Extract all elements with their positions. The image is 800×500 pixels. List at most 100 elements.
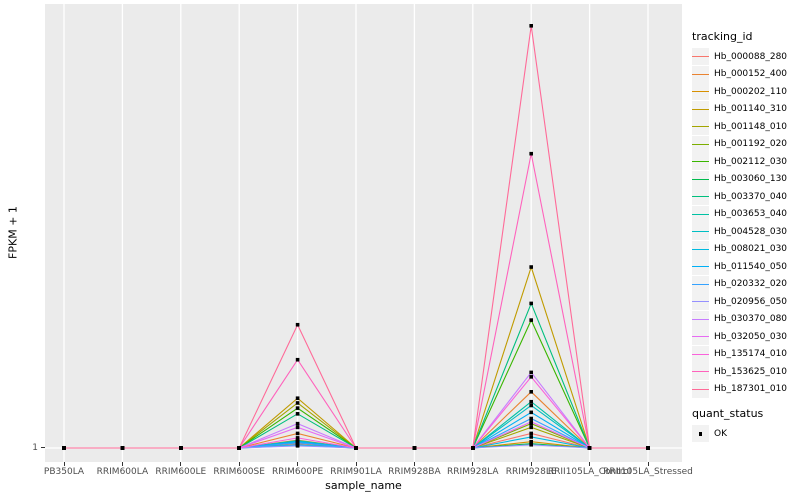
data-point [237,446,241,450]
legend-item-label: Hb_001192_020 [714,139,788,150]
data-point [529,370,533,375]
legend-key-line [692,353,709,355]
legend-item-Hb_003060_130: Hb_003060_130 [692,170,798,189]
legend-item-label: Hb_011540_050 [714,261,788,272]
data-point [529,23,533,28]
legend-key-swatch [692,240,709,258]
legend-item-label: Hb_030370_080 [714,314,788,325]
legend-item-label: Hb_000088_280 [714,51,788,62]
legend: tracking_id Hb_000088_280 Hb_000152_400 Hb… [692,30,798,443]
legend-item-label: Hb_020332_020 [714,279,788,290]
legend-item-label: OK [714,428,727,439]
legend-key-line [692,178,709,180]
legend-key-line [692,388,709,390]
black-square-point-icon [698,431,703,436]
legend-key-swatch [692,328,709,346]
x-tick-mark [472,462,474,466]
legend-key-swatch [692,65,709,83]
legend-item-label: Hb_001140_310 [714,104,788,115]
x-tick-label-RRIM600SE: RRIM600SE [213,467,265,477]
data-point [529,390,533,394]
x-tick-mark [180,462,182,466]
legend-key-swatch [692,170,709,188]
legend-item-Hb_008021_030: Hb_008021_030 [692,240,798,259]
legend-key-swatch [692,310,709,328]
legend-key-swatch [692,425,709,443]
data-point [529,318,533,322]
legend-item-label: Hb_003370_040 [714,191,788,202]
legend-item-Hb_011540_050: Hb_011540_050 [692,258,798,276]
data-point [120,446,125,450]
data-point [295,444,300,448]
x-tick-mark [647,462,649,466]
legend-item-Hb_135174_010: Hb_135174_010 [692,345,798,364]
legend-title-quant-status: quant_status [692,407,764,420]
x-tick-label-RRIM600LE: RRIM600LE [155,467,207,477]
data-point [295,425,300,430]
legend-item-label: Hb_008021_030 [714,244,788,255]
data-point [295,357,300,362]
x-tick-label-RRIM600PE: RRIM600PE [271,467,324,477]
x-tick-label-RRII105LA_Control: RRII105LA_Control [547,467,632,477]
data-point [295,412,300,416]
data-point [412,446,417,450]
legend-item-label: Hb_004528_030 [714,226,788,237]
legend-key-swatch [692,135,709,153]
legend-item-label: Hb_153625_010 [714,366,788,377]
legend-key-swatch [692,205,709,223]
legend-key-line [692,336,709,338]
data-point [295,440,300,445]
legend-item-label: Hb_003653_040 [714,209,788,220]
data-point [295,396,300,401]
legend-item-Hb_001148_010: Hb_001148_010 [692,118,798,136]
legend-item-Hb_020956_050: Hb_020956_050 [692,293,798,311]
legend-item-Hb_187301_010: Hb_187301_010 [692,380,798,399]
legend-key-swatch [692,275,709,293]
legend-quant-status-block: quant_status OK [692,407,798,443]
x-tick-mark [121,462,123,466]
data-point [529,420,533,424]
data-point [529,265,533,269]
legend-key-line [692,91,709,93]
legend-key-swatch [692,48,709,66]
legend-item-label: Hb_000202_110 [714,86,788,97]
data-point [295,436,300,440]
legend-key-line [692,301,709,303]
legend-key-line [692,371,709,373]
data-point [295,421,300,426]
y-tick-mark [41,447,45,448]
data-point [529,425,533,430]
legend-item-Hb_000202_110: Hb_000202_110 [692,83,798,101]
data-point [295,406,300,410]
legend-tracking-items: Hb_000088_280 Hb_000152_400 Hb_000202_110 H… [692,48,798,398]
x-tick-mark [297,462,299,466]
legend-key-swatch [692,83,709,101]
legend-item-Hb_002112_030: Hb_002112_030 [692,153,798,171]
data-point [295,431,300,436]
plot-area-svg [45,4,682,462]
plot-panel [45,4,682,462]
legend-key-line [692,213,709,215]
legend-key-line [692,161,709,163]
legend-key-swatch [692,153,709,171]
legend-item-label: Hb_020956_050 [714,296,788,307]
y-axis-title: FPKM + 1 [6,206,20,259]
legend-item-Hb_032050_030: Hb_032050_030 [692,328,798,346]
legend-key-swatch [692,363,709,381]
legend-key-line [692,283,709,285]
legend-key-line [692,231,709,233]
legend-item-Hb_030370_080: Hb_030370_080 [692,310,798,329]
legend-item-Hb_003653_040: Hb_003653_040 [692,205,798,224]
x-tick-mark [238,462,240,466]
legend-key-line [692,318,709,320]
x-tick-label-RRIM901LA: RRIM901LA [330,467,382,477]
legend-key-line [692,248,709,250]
data-point [471,446,475,450]
legend-item-Hb_000152_400: Hb_000152_400 [692,65,798,84]
legend-key-line [692,108,709,110]
legend-key-swatch [692,380,709,398]
legend-item-Hb_000088_280: Hb_000088_280 [692,48,798,66]
data-point [529,151,533,156]
legend-item-Hb_001140_310: Hb_001140_310 [692,100,798,119]
